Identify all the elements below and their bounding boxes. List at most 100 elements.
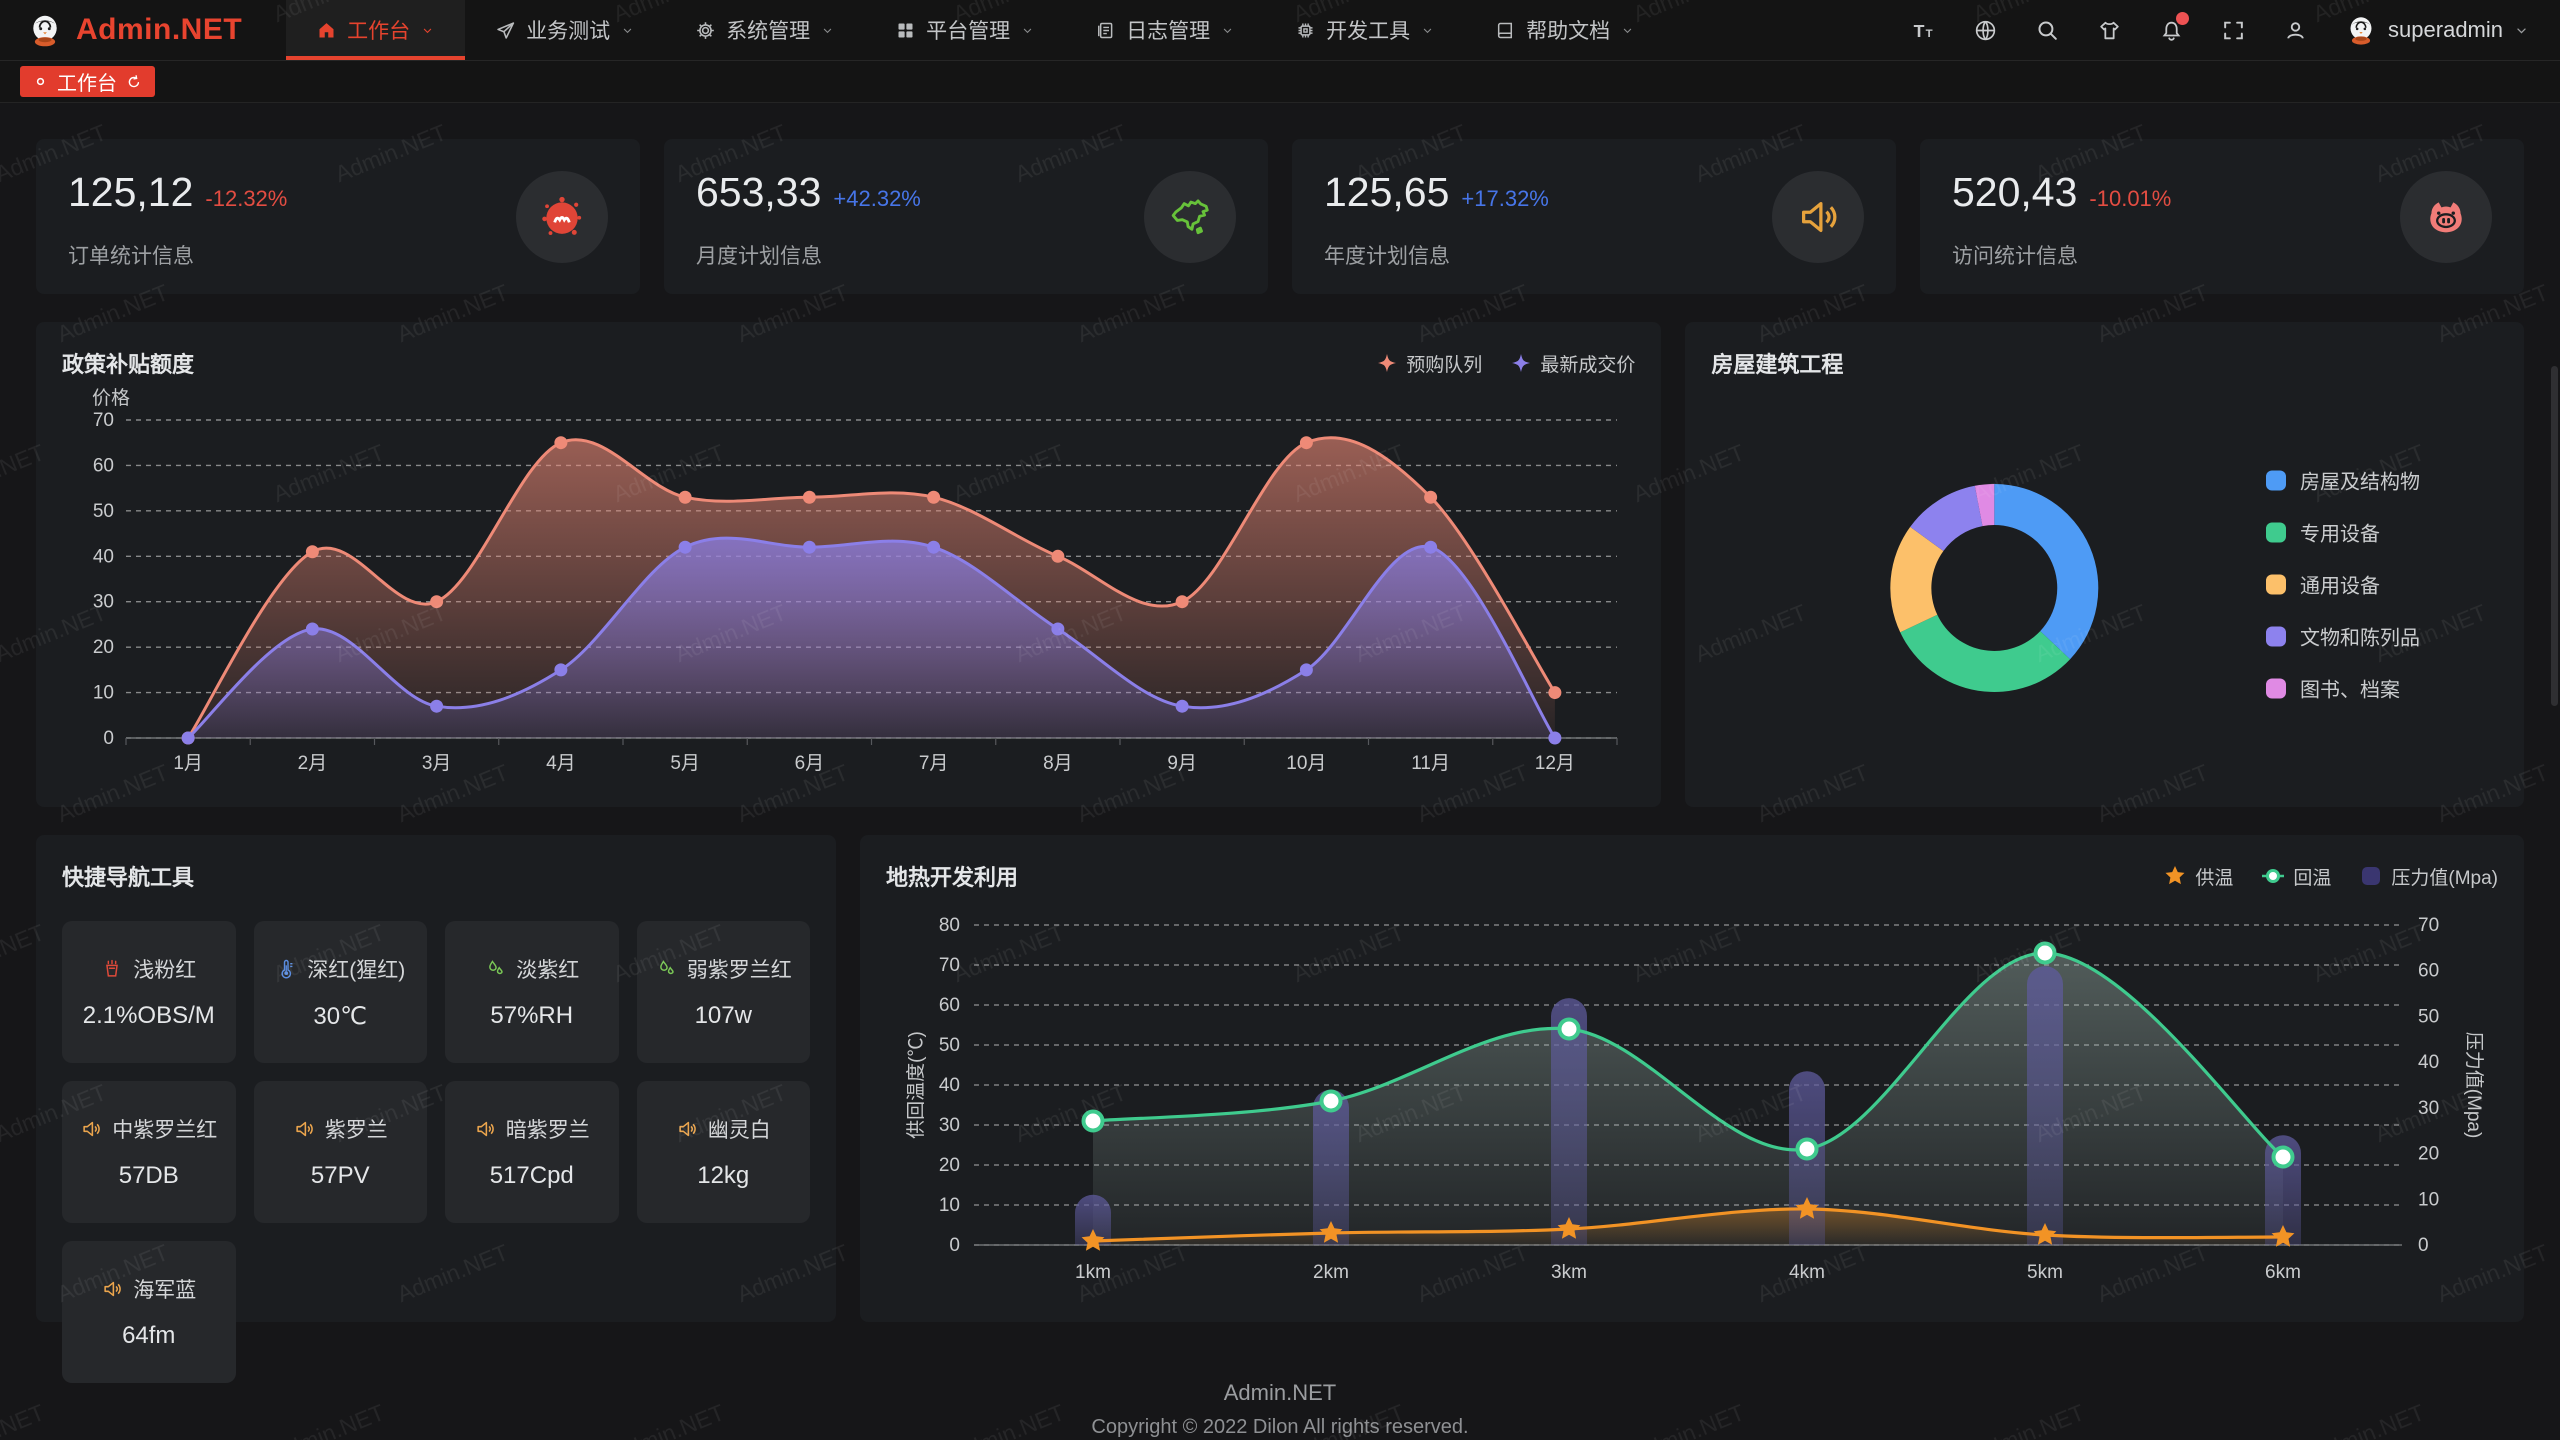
- chevron-down-icon: [820, 23, 835, 38]
- tool-name: 紫罗兰: [293, 1114, 388, 1144]
- legend-item[interactable]: 回温: [2261, 863, 2331, 890]
- svg-text:70: 70: [93, 410, 114, 431]
- nav-item-book[interactable]: 帮助文档: [1465, 0, 1665, 60]
- theme-icon[interactable]: [2096, 17, 2122, 43]
- svg-text:10月: 10月: [1286, 753, 1326, 774]
- footer-brand: Admin.NET: [1223, 1380, 1337, 1405]
- nav-item-log[interactable]: 日志管理: [1065, 0, 1265, 60]
- speaker-icon: [1772, 170, 1864, 263]
- fullscreen-icon[interactable]: [2220, 17, 2246, 43]
- speaker-icon: [293, 1118, 315, 1140]
- tool-card[interactable]: 弱紫罗兰红 107w: [636, 921, 810, 1063]
- tool-card[interactable]: 中紫罗兰红 57DB: [62, 1081, 236, 1223]
- stat-label: 年度计划信息: [1324, 245, 1450, 268]
- scrollbar-thumb[interactable]: [2551, 366, 2558, 706]
- building-panel-head: 房屋建筑工程: [1711, 346, 2498, 380]
- bell-icon[interactable]: [2158, 12, 2190, 43]
- legend-item[interactable]: 通用设备: [2264, 570, 2420, 599]
- svg-text:6月: 6月: [795, 753, 825, 774]
- nav-item-label: 日志管理: [1126, 20, 1211, 43]
- legend-item[interactable]: 供温: [2163, 863, 2233, 890]
- series-line-1: [187, 536, 1557, 740]
- charts-row: 政策补贴额度 预购队列 最新成交价 0 10 20 30 40 50 60 70 价格 1月 2月 3月…: [36, 322, 2524, 807]
- svg-text:6km: 6km: [2265, 1262, 2301, 1283]
- svg-text:40: 40: [2418, 1052, 2439, 1073]
- nav-item-grid[interactable]: 平台管理: [865, 0, 1065, 60]
- legend-item[interactable]: 图书、档案: [2264, 674, 2420, 703]
- legend-item[interactable]: 最新成交价: [1510, 350, 1635, 377]
- svg-text:2月: 2月: [298, 753, 328, 774]
- donut-slice: [1910, 485, 1983, 551]
- svg-text:7月: 7月: [919, 753, 949, 774]
- tool-card[interactable]: 暗紫罗兰 517Cpd: [445, 1081, 619, 1223]
- tool-card[interactable]: 淡紫红 57%RH: [445, 921, 619, 1063]
- tab-workbench[interactable]: 工作台: [20, 66, 155, 97]
- nav-item-label: 系统管理: [726, 20, 811, 43]
- tool-card[interactable]: 深红(猩红) 30℃: [253, 921, 427, 1063]
- search-icon[interactable]: [2034, 17, 2060, 43]
- geo-title: 地热开发利用: [886, 865, 1019, 890]
- svg-text:T: T: [1913, 20, 1924, 40]
- legend-item[interactable]: 压力值(Mpa): [2359, 863, 2498, 890]
- svg-text:11月: 11月: [1411, 753, 1450, 774]
- droplets-icon: [484, 958, 506, 980]
- home-icon: [316, 20, 337, 41]
- nav-item-home[interactable]: 工作台: [286, 0, 466, 60]
- tool-grid: 浅粉红 2.1%OBS/M 深红(猩红) 30℃ 淡紫红 57%RH 弱紫罗兰红 107w 中紫…: [62, 921, 810, 1383]
- svg-text:1km: 1km: [1075, 1262, 1111, 1283]
- donut-slice: [1994, 484, 2099, 660]
- pig-icon: [2400, 170, 2492, 263]
- pressure-bar: [2027, 966, 2063, 1245]
- svg-text:2km: 2km: [1313, 1262, 1349, 1283]
- tool-card[interactable]: 浅粉红 2.1%OBS/M: [62, 921, 236, 1063]
- legend-item[interactable]: 房屋及结构物: [2264, 466, 2420, 495]
- svg-text:80: 80: [939, 915, 960, 936]
- legend-item[interactable]: 预购队列: [1376, 350, 1482, 377]
- geo-chart: 0 10 20 30 40 50 60 70 80 0 10 20 30 40 50 60 70 供回温度(℃) 压…: [886, 897, 2498, 1297]
- svg-text:价格: 价格: [92, 387, 130, 409]
- nav-item-label: 业务测试: [526, 20, 611, 43]
- svg-text:4km: 4km: [1789, 1262, 1825, 1283]
- svg-text:70: 70: [939, 955, 960, 976]
- tools-title: 快捷导航工具: [62, 865, 195, 890]
- svg-text:3km: 3km: [1551, 1262, 1587, 1283]
- svg-text:5km: 5km: [2027, 1262, 2063, 1283]
- tool-value: 517Cpd: [489, 1162, 574, 1189]
- droplets-icon: [655, 958, 677, 980]
- tool-name: 幽灵白: [676, 1114, 771, 1144]
- geo-panel-head: 地热开发利用 供温 回温 压力值(Mpa): [886, 859, 2498, 893]
- tool-name: 海军蓝: [101, 1274, 196, 1304]
- tool-card[interactable]: 海军蓝 64fm: [62, 1241, 236, 1383]
- tool-name: 中紫罗兰红: [80, 1114, 217, 1144]
- app-logo[interactable]: Admin.NET: [0, 0, 286, 60]
- svg-text:30: 30: [2418, 1098, 2439, 1119]
- geo-legend: 供温 回温 压力值(Mpa): [2163, 863, 2498, 890]
- pressure-bar: [1313, 1089, 1349, 1245]
- profile-icon[interactable]: [2282, 17, 2308, 43]
- tool-card[interactable]: 幽灵白 12kg: [636, 1081, 810, 1223]
- tab-label: 工作台: [57, 73, 117, 95]
- chevron-down-icon: [2513, 22, 2530, 39]
- tab-refresh-icon[interactable]: [126, 74, 142, 90]
- nav-item-send[interactable]: 业务测试: [465, 0, 665, 60]
- speaker-icon: [101, 1278, 123, 1300]
- gear-icon: [695, 20, 716, 41]
- nav-item-label: 开发工具: [1326, 20, 1411, 43]
- nav-item-chip[interactable]: 开发工具: [1265, 0, 1465, 60]
- tools-panel: 快捷导航工具 浅粉红 2.1%OBS/M 深红(猩红) 30℃ 淡紫红 57%RH 弱紫罗兰…: [36, 835, 836, 1383]
- tool-value: 57DB: [118, 1162, 179, 1189]
- nav-item-label: 帮助文档: [1526, 20, 1611, 43]
- locale-icon[interactable]: [1972, 17, 1998, 43]
- legend-item[interactable]: 文物和陈列品: [2264, 622, 2420, 651]
- user-menu[interactable]: superadmin: [2344, 13, 2530, 47]
- chevron-down-icon: [1620, 23, 1635, 38]
- stat-card: 125,65 +17.32% 年度计划信息: [1292, 139, 1896, 294]
- nav-item-gear[interactable]: 系统管理: [665, 0, 865, 60]
- stat-value: 125,65 +17.32%: [1324, 169, 1549, 215]
- legend-item[interactable]: 专用设备: [2264, 518, 2420, 547]
- tool-card[interactable]: 紫罗兰 57PV: [253, 1081, 427, 1223]
- log-icon: [1095, 20, 1116, 41]
- svg-text:50: 50: [2418, 1006, 2439, 1027]
- tools-panel-head: 快捷导航工具: [62, 859, 810, 893]
